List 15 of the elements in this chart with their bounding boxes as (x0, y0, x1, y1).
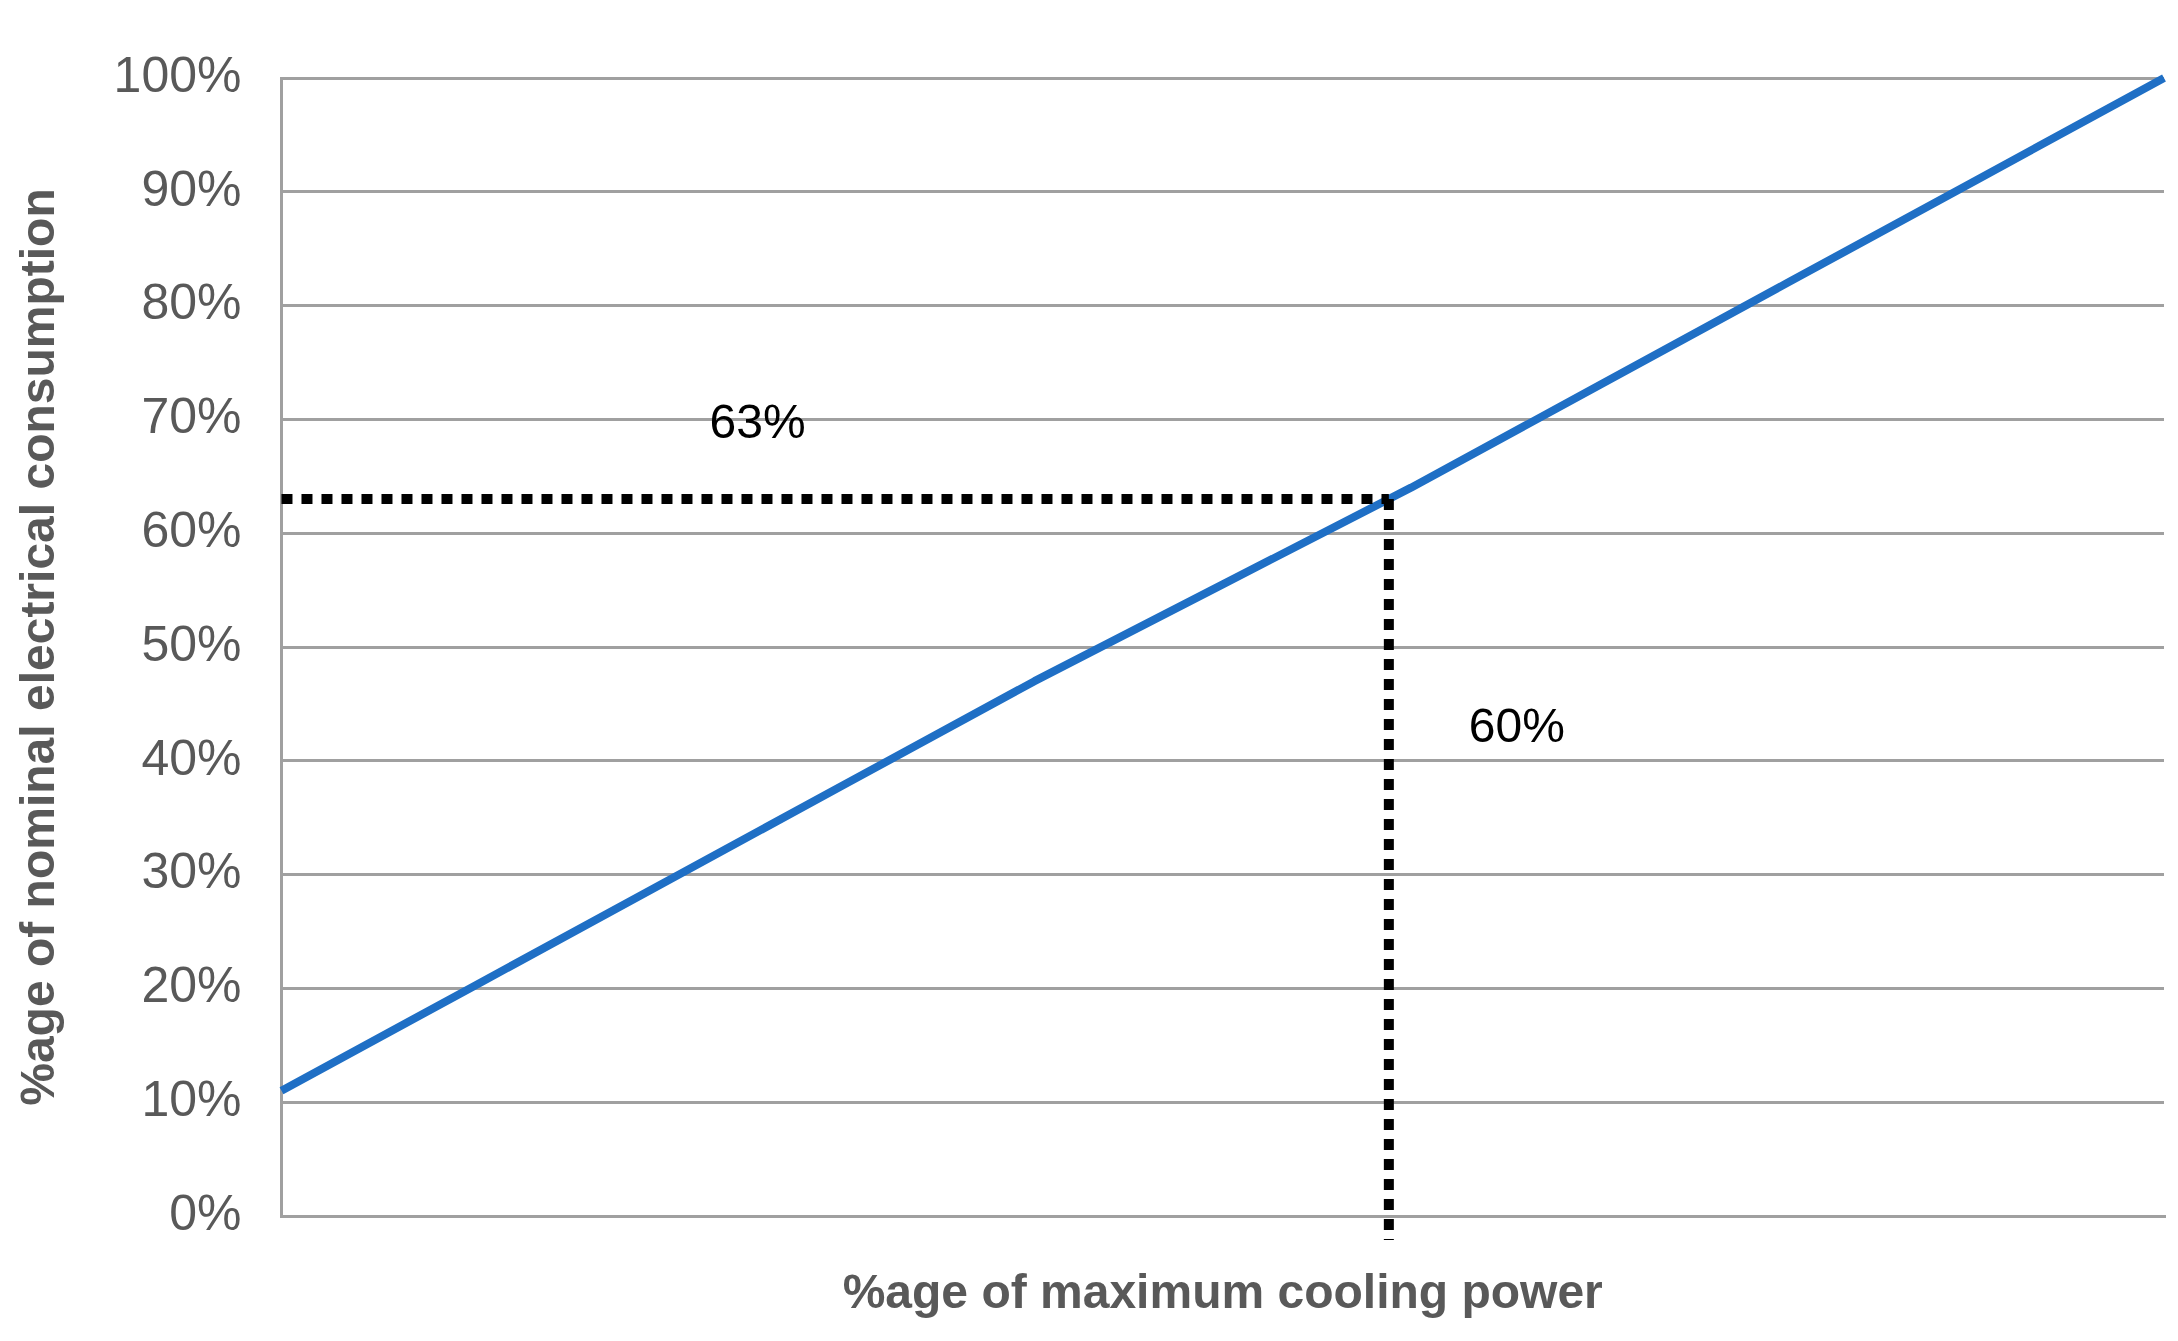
annotation: 60% (1468, 698, 1565, 752)
y-tick-label: 0% (169, 1184, 242, 1241)
y-tick-label: 10% (141, 1070, 242, 1127)
y-tick-label: 70% (141, 388, 242, 445)
y-tick-label: 50% (141, 615, 242, 672)
y-axis-title: %age of nominal electrical consumption (11, 188, 65, 1106)
y-tick-label: 30% (141, 843, 242, 900)
ref-line-label: 63% (709, 395, 806, 449)
y-tick-label: 100% (113, 46, 242, 103)
x-axis-title: %age of maximum cooling power (842, 1265, 1603, 1319)
y-tick-label: 90% (141, 160, 242, 217)
y-tick-label: 80% (141, 274, 242, 331)
y-tick-label: 40% (141, 729, 242, 786)
y-tick-label: 20% (141, 957, 242, 1014)
y-tick-label: 60% (141, 501, 242, 558)
